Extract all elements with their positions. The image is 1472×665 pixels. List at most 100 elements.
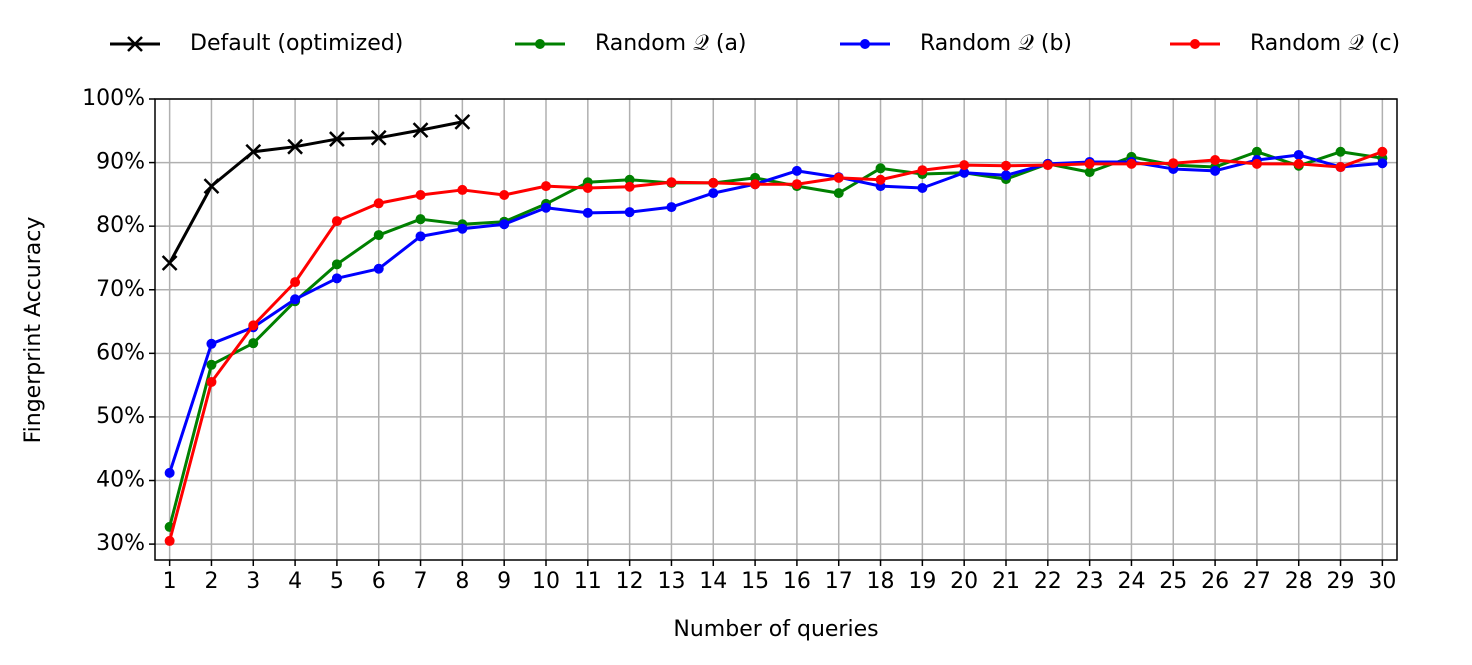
x-axis-label: Number of queries bbox=[673, 617, 878, 642]
x-tick-label: 27 bbox=[1243, 569, 1271, 594]
point-marker bbox=[245, 143, 262, 160]
point-marker bbox=[959, 160, 970, 171]
point-marker bbox=[541, 181, 551, 192]
point-marker bbox=[959, 167, 970, 178]
point-marker bbox=[624, 181, 635, 192]
point-marker bbox=[875, 174, 886, 185]
x-tick-label: 16 bbox=[783, 569, 811, 594]
x-tick-label: 9 bbox=[497, 569, 511, 594]
y-tick-label: 30% bbox=[96, 531, 145, 556]
point-marker bbox=[415, 214, 426, 225]
x-tick-label: 22 bbox=[1034, 569, 1062, 594]
x-tick-label: 1 bbox=[163, 569, 177, 594]
x-tick-label: 12 bbox=[616, 569, 644, 594]
legend-marker bbox=[127, 36, 143, 52]
point-marker bbox=[164, 467, 175, 478]
point-marker bbox=[287, 138, 303, 155]
point-marker bbox=[248, 338, 259, 349]
point-marker bbox=[290, 277, 301, 288]
x-tick-label: 13 bbox=[657, 569, 685, 594]
point-marker bbox=[290, 294, 301, 305]
point-marker bbox=[582, 207, 593, 218]
point-marker bbox=[917, 183, 928, 194]
point-marker bbox=[206, 376, 217, 387]
point-marker bbox=[708, 188, 719, 199]
x-tick-label: 23 bbox=[1076, 569, 1104, 594]
point-marker bbox=[666, 202, 677, 213]
point-marker bbox=[1001, 160, 1011, 171]
x-tick-label: 7 bbox=[414, 569, 428, 594]
y-axis-label: Fingerprint Accuracy bbox=[21, 217, 46, 444]
point-marker bbox=[206, 338, 217, 349]
point-marker bbox=[499, 190, 510, 201]
x-tick-label: 20 bbox=[950, 569, 978, 594]
point-marker bbox=[370, 129, 387, 146]
point-marker bbox=[1168, 158, 1179, 169]
legend-label: Random 𝒬 (a) bbox=[595, 31, 747, 56]
point-marker bbox=[833, 172, 844, 183]
x-tick-label: 2 bbox=[204, 569, 218, 594]
legend-label: Default (optimized) bbox=[190, 31, 403, 56]
y-tick-label: 40% bbox=[96, 468, 145, 493]
point-marker bbox=[1001, 170, 1011, 181]
x-tick-label: 5 bbox=[330, 569, 344, 594]
point-marker bbox=[582, 183, 593, 194]
legend-marker bbox=[535, 39, 545, 49]
point-marker bbox=[1210, 155, 1221, 166]
legend-marker bbox=[860, 39, 870, 49]
point-marker bbox=[329, 131, 345, 147]
point-marker bbox=[373, 263, 384, 274]
point-marker bbox=[750, 179, 761, 190]
x-tick-label: 29 bbox=[1327, 569, 1355, 594]
x-tick-label: 4 bbox=[288, 569, 302, 594]
point-marker bbox=[331, 259, 342, 270]
x-tick-label: 8 bbox=[455, 569, 469, 594]
point-marker bbox=[373, 198, 384, 209]
point-marker bbox=[1251, 146, 1262, 157]
x-tick-label: 30 bbox=[1368, 569, 1396, 594]
point-marker bbox=[1293, 158, 1304, 169]
point-marker bbox=[1042, 160, 1053, 171]
point-marker bbox=[1210, 165, 1221, 176]
y-tick-label: 80% bbox=[96, 213, 145, 238]
point-marker bbox=[791, 165, 802, 176]
point-marker bbox=[917, 165, 928, 176]
point-marker bbox=[1335, 162, 1346, 173]
series-line bbox=[168, 150, 1383, 542]
x-tick-label: 24 bbox=[1117, 569, 1145, 594]
series-line bbox=[168, 150, 1383, 528]
point-marker bbox=[454, 114, 471, 130]
point-marker bbox=[708, 177, 719, 188]
point-marker bbox=[1084, 158, 1095, 169]
point-marker bbox=[791, 179, 802, 190]
point-marker bbox=[1251, 158, 1262, 169]
point-marker bbox=[415, 190, 426, 201]
point-marker bbox=[457, 223, 468, 234]
x-tick-label: 17 bbox=[825, 569, 853, 594]
x-tick-label: 18 bbox=[867, 569, 895, 594]
point-marker bbox=[373, 230, 384, 241]
point-marker bbox=[1293, 149, 1304, 160]
point-marker bbox=[457, 184, 468, 195]
legend-label: Random 𝒬 (b) bbox=[920, 31, 1072, 56]
point-marker bbox=[624, 174, 635, 185]
x-tick-label: 6 bbox=[372, 569, 386, 594]
x-tick-label: 19 bbox=[908, 569, 936, 594]
x-tick-label: 11 bbox=[574, 569, 602, 594]
point-marker bbox=[499, 219, 510, 230]
y-tick-label: 50% bbox=[96, 404, 145, 429]
point-marker bbox=[331, 273, 342, 284]
x-tick-label: 26 bbox=[1201, 569, 1229, 594]
plot-frame bbox=[154, 98, 1398, 561]
series-line bbox=[168, 153, 1383, 474]
x-tick-label: 21 bbox=[992, 569, 1020, 594]
point-marker bbox=[875, 163, 886, 174]
point-marker bbox=[161, 255, 178, 271]
point-marker bbox=[331, 216, 342, 227]
legend-label: Random 𝒬 (c) bbox=[1250, 31, 1400, 56]
point-marker bbox=[1126, 158, 1137, 169]
legend-marker bbox=[1190, 39, 1200, 49]
point-marker bbox=[666, 177, 677, 188]
point-marker bbox=[412, 122, 429, 139]
